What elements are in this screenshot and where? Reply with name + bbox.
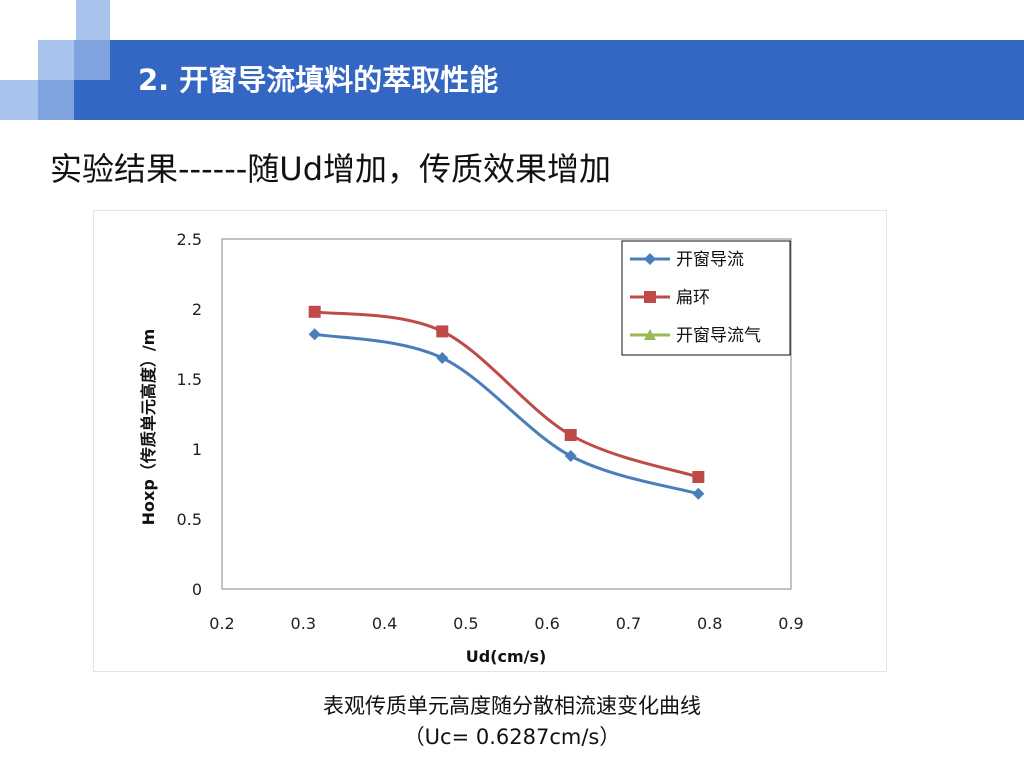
x-tick-label: 0.5 [453, 614, 478, 633]
plot-area [221, 238, 792, 590]
y-tick-label: 0.5 [177, 510, 202, 529]
legend-label: 开窗导流气 [676, 326, 761, 346]
data-point [692, 487, 705, 500]
y-tick-label: 1 [192, 440, 202, 459]
chart-caption-condition: （Uc= 0.6287cm/s） [403, 725, 621, 749]
x-tick-label: 0.3 [291, 614, 316, 633]
data-point [564, 429, 577, 441]
decor-square-3 [74, 40, 110, 80]
legend-marker [644, 329, 656, 340]
data-point [564, 450, 577, 462]
x-tick-label: 0.9 [778, 614, 803, 633]
data-point [436, 352, 449, 364]
data-point [308, 305, 321, 318]
legend-marker [644, 291, 656, 303]
decor-square-1 [76, 0, 110, 40]
legend-label: 扁环 [676, 288, 710, 308]
series-line-1 [314, 310, 699, 479]
legend-label: 开窗导流 [676, 250, 744, 270]
x-tick-label: 0.4 [372, 614, 397, 633]
title-band [110, 40, 1024, 120]
decor-square-2 [38, 40, 74, 80]
line-chart: 0.2 0.3 0.4 0.5 0.6 0.7 0.8 0.9 0 0.5 1 1.5 2 2.5 开窗导… [139, 230, 804, 666]
data-point [692, 471, 705, 483]
y-axis-label: Hoxp（传质单元高度）/m [139, 329, 158, 526]
x-axis-label: Ud(cm/s) [466, 647, 547, 666]
slide-subtitle: 实验结果------随Ud增加，传质效果增加 [50, 150, 612, 188]
data-point [436, 325, 449, 338]
y-tick-label: 2 [192, 300, 202, 319]
x-tick-label: 0.8 [697, 614, 722, 633]
y-tick-label: 2.5 [177, 230, 202, 249]
y-tick-label: 1.5 [177, 370, 202, 389]
series-line-0 [314, 332, 699, 496]
chart-caption: 表观传质单元高度随分散相流速变化曲线 [323, 694, 701, 718]
slide-title: 2. 开窗导流填料的萃取性能 [138, 63, 499, 97]
data-point [308, 328, 321, 341]
x-tick-label: 0.6 [534, 614, 559, 633]
y-tick-label: 0 [192, 580, 202, 599]
decor-square-4 [0, 80, 38, 120]
x-tick-label: 0.2 [209, 614, 234, 633]
x-tick-label: 0.7 [616, 614, 641, 633]
decor-square-6 [74, 80, 110, 120]
chart-frame: 0.2 0.3 0.4 0.5 0.6 0.7 0.8 0.9 0 0.5 1 1.5 2 2.5 开窗导… [93, 210, 887, 672]
legend-marker [644, 253, 656, 265]
decor-square-5 [38, 80, 74, 120]
